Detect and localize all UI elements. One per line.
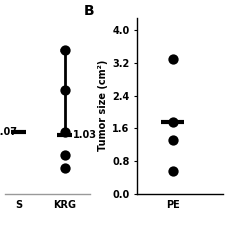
Point xyxy=(171,120,175,124)
Point xyxy=(63,48,66,52)
Point xyxy=(63,153,66,157)
Y-axis label: Tumor size (cm²): Tumor size (cm²) xyxy=(98,60,108,151)
Point xyxy=(171,169,175,173)
Point xyxy=(171,57,175,61)
Text: B: B xyxy=(84,4,95,18)
Point xyxy=(171,139,175,142)
Text: 1.07: 1.07 xyxy=(0,127,18,137)
Point xyxy=(63,88,66,92)
Point xyxy=(63,166,66,170)
Point xyxy=(63,130,66,134)
Text: 1.03: 1.03 xyxy=(72,130,97,140)
